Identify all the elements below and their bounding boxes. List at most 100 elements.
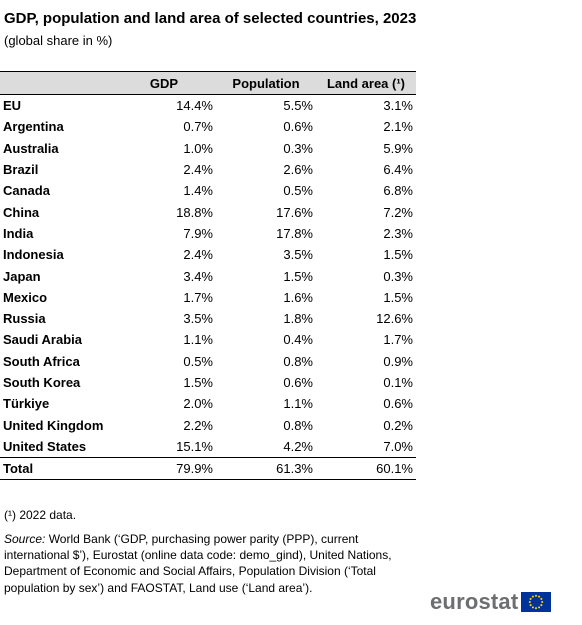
country-name-cell: Total [0, 457, 112, 481]
table-row: Indonesia 2.4% 3.5% 1.5% [0, 244, 416, 265]
value-cell: 60.1% [316, 457, 416, 481]
table-row: Canada 1.4% 0.5% 6.8% [0, 180, 416, 201]
country-name-cell: India [3, 225, 34, 241]
value-cell: 0.5% [283, 183, 313, 199]
table-row: Mexico 1.7% 1.6% 1.5% [0, 287, 416, 308]
footnote: (¹) 2022 data. [4, 508, 77, 522]
value-cell: 0.6% [383, 396, 413, 412]
country-name-cell: EU [3, 98, 22, 114]
eurostat-logo: eurostat [430, 589, 552, 615]
source-label: Source: [4, 532, 46, 546]
value-cell: 1.1% [183, 332, 213, 348]
table-row: United States 15.1% 4.2% 7.0% [0, 436, 416, 458]
country-name-cell: United Kingdom [3, 417, 104, 433]
country-name-cell: Brazil [3, 162, 39, 178]
table-row: Brazil 2.4% 2.6% 6.4% [0, 159, 416, 180]
country-name-cell: Canada [3, 183, 50, 199]
country-name-cell: Mexico [3, 289, 48, 305]
value-cell: 2.1% [383, 119, 413, 135]
value-cell: 6.8% [383, 183, 413, 199]
value-cell: 1.7% [183, 289, 213, 305]
value-cell: 17.6% [276, 204, 313, 220]
table-row: Argentina 0.7% 0.6% 2.1% [0, 116, 416, 137]
value-cell: 17.8% [276, 225, 313, 241]
value-cell: 6.4% [383, 162, 413, 178]
table-total-row: Total 79.9% 61.3% 60.1% [0, 457, 416, 481]
value-cell: 0.6% [283, 375, 313, 390]
value-cell: 18.8% [176, 204, 213, 220]
value-cell: 0.1% [383, 375, 413, 390]
value-cell: 2.6% [283, 162, 313, 178]
page-title: GDP, population and land area of selecte… [4, 10, 417, 27]
table-row: Japan 3.4% 1.5% 0.3% [0, 265, 416, 286]
value-cell: 7.0% [383, 438, 413, 454]
logo-text: eurostat [430, 589, 519, 614]
table-header-cell: GDP [112, 71, 216, 95]
value-cell: 2.0% [183, 396, 213, 412]
table-row: South Korea 1.5% 0.6% 0.1% [0, 372, 416, 393]
value-cell: 7.9% [183, 225, 213, 241]
value-cell: 0.2% [383, 417, 413, 433]
eu-flag-icon [521, 592, 552, 612]
table-row: EU 14.4% 5.5% 3.1% [0, 95, 416, 117]
value-cell: 5.5% [283, 98, 313, 114]
value-cell: 7.2% [383, 204, 413, 220]
source-text: World Bank (‘GDP, purchasing power parit… [4, 532, 392, 595]
table-row: Russia 3.5% 1.8% 12.6% [0, 308, 416, 329]
value-cell: 4.2% [283, 438, 313, 454]
value-cell: 2.2% [183, 417, 213, 433]
value-cell: 3.4% [183, 268, 213, 284]
source-note: Source: World Bank (‘GDP, purchasing pow… [4, 531, 414, 596]
country-name-cell: South Korea [3, 375, 81, 390]
value-cell: 1.7% [383, 332, 413, 348]
table-row: Australia 1.0% 0.3% 5.9% [0, 138, 416, 159]
value-cell: 1.0% [183, 140, 213, 156]
country-name-cell: United States [3, 438, 87, 454]
table-row: Saudi Arabia 1.1% 0.4% 1.7% [0, 329, 416, 350]
value-cell: 1.5% [383, 247, 413, 263]
table-header-cell: Population [216, 71, 316, 95]
value-cell: 2.4% [183, 247, 213, 263]
value-cell: 15.1% [176, 438, 213, 454]
value-cell: 1.1% [283, 396, 313, 412]
value-cell: 2.4% [183, 162, 213, 178]
value-cell: 1.5% [383, 289, 413, 305]
value-cell: 3.1% [383, 98, 413, 114]
table-body: EU 14.4% 5.5% 3.1% Argentina 0.7% 0.6% 2.1% Aust… [0, 95, 416, 481]
value-cell: 0.8% [283, 417, 313, 433]
page-subtitle: (global share in %) [4, 33, 113, 48]
value-cell: 1.8% [283, 311, 313, 327]
value-cell: 0.4% [283, 332, 313, 348]
value-cell: 79.9% [112, 457, 216, 481]
table-row: United Kingdom 2.2% 0.8% 0.2% [0, 414, 416, 435]
value-cell: 0.9% [383, 353, 413, 369]
value-cell: 3.5% [183, 311, 213, 327]
value-cell: 2.3% [383, 225, 413, 241]
country-name-cell: Argentina [3, 119, 64, 135]
country-name-cell: Indonesia [3, 247, 64, 263]
value-cell: 0.3% [383, 268, 413, 284]
value-cell: 5.9% [383, 140, 413, 156]
table-row: India 7.9% 17.8% 2.3% [0, 223, 416, 244]
table-header-cell: Land area (¹) [316, 71, 416, 95]
value-cell: 1.5% [183, 375, 213, 390]
country-name-cell: South Africa [3, 353, 80, 369]
value-cell: 0.3% [283, 140, 313, 156]
value-cell: 1.5% [283, 268, 313, 284]
value-cell: 0.5% [183, 353, 213, 369]
value-cell: 12.6% [376, 311, 413, 327]
country-name-cell: China [3, 204, 40, 220]
value-cell: 0.7% [183, 119, 213, 135]
country-name-cell: Türkiye [3, 396, 50, 412]
country-name-cell: Russia [3, 311, 46, 327]
table-row: China 18.8% 17.6% 7.2% [0, 201, 416, 222]
table-row: Türkiye 2.0% 1.1% 0.6% [0, 393, 416, 414]
table-row: South Africa 0.5% 0.8% 0.9% [0, 351, 416, 372]
value-cell: 14.4% [176, 98, 213, 114]
value-cell: 0.6% [283, 119, 313, 135]
table-header-cell [0, 71, 112, 95]
value-cell: 1.4% [183, 183, 213, 199]
country-name-cell: Australia [3, 140, 59, 156]
value-cell: 61.3% [216, 457, 316, 481]
value-cell: 0.8% [283, 353, 313, 369]
